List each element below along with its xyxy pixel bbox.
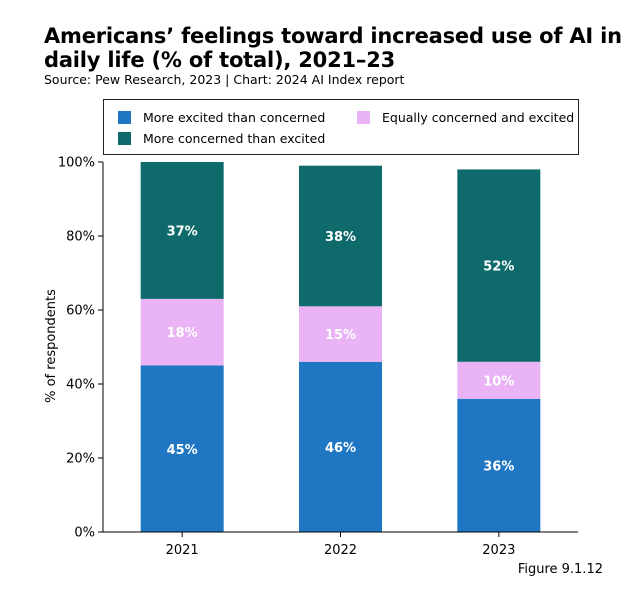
bar-segment-concerned-2022 bbox=[299, 165, 382, 307]
legend: More excited than concerned Equally conc… bbox=[103, 99, 579, 155]
legend-item-concerned: More concerned than excited bbox=[118, 131, 325, 146]
bar-segment-concerned-2021 bbox=[140, 162, 224, 299]
bar-segment-excited-2021 bbox=[140, 365, 224, 532]
legend-item-excited: More excited than concerned bbox=[118, 110, 325, 125]
data-label-equal-2023: 10% bbox=[483, 374, 514, 389]
chart-title: Americans’ feelings toward increased use… bbox=[44, 24, 622, 72]
bar-segment-concerned-2023 bbox=[457, 169, 541, 362]
bar-segment-excited-2022 bbox=[299, 361, 382, 532]
y-axis-label: % of respondents bbox=[44, 289, 59, 403]
bar-segment-equal-2023 bbox=[457, 361, 541, 399]
bars-group: 45% 18% 37% 46% 15% 38% 36% 10% 52% bbox=[140, 162, 541, 532]
legend-item-equal: Equally concerned and excited bbox=[357, 110, 574, 125]
data-label-concerned-2021: 37% bbox=[167, 224, 198, 239]
data-label-equal-2021: 18% bbox=[167, 326, 198, 341]
data-label-excited-2021: 45% bbox=[167, 443, 198, 458]
x-tick-label: 2022 bbox=[324, 543, 357, 558]
legend-swatch-excited bbox=[118, 111, 131, 124]
data-label-excited-2022: 46% bbox=[325, 441, 356, 456]
y-tick-label: 60% bbox=[66, 304, 95, 319]
data-label-equal-2022: 15% bbox=[325, 328, 356, 343]
legend-label-excited: More excited than concerned bbox=[143, 110, 326, 125]
y-tick-label: 100% bbox=[58, 156, 95, 171]
bar-segment-excited-2023 bbox=[457, 398, 541, 532]
legend-swatch-concerned bbox=[118, 132, 131, 145]
figure-label: Figure 9.1.12 bbox=[517, 562, 603, 577]
x-ticks: 2021 2022 2023 bbox=[166, 532, 515, 558]
y-tick-label: 20% bbox=[66, 452, 95, 467]
data-label-excited-2023: 36% bbox=[483, 459, 514, 474]
y-tick-label: 40% bbox=[66, 378, 95, 393]
chart-subtitle: Source: Pew Research, 2023 | Chart: 2024… bbox=[44, 72, 405, 87]
x-tick-label: 2023 bbox=[482, 543, 515, 558]
y-tick-label: 0% bbox=[74, 526, 95, 541]
x-tick-label: 2021 bbox=[166, 543, 199, 558]
bar-segment-equal-2022 bbox=[299, 306, 382, 362]
data-label-concerned-2023: 52% bbox=[483, 260, 514, 275]
legend-label-equal: Equally concerned and excited bbox=[382, 110, 575, 125]
legend-label-concerned: More concerned than excited bbox=[143, 131, 326, 146]
data-label-concerned-2022: 38% bbox=[325, 230, 356, 245]
legend-swatch-equal bbox=[357, 111, 370, 124]
y-ticks: 0% 20% 40% 60% 80% 100% bbox=[58, 156, 103, 541]
bar-segment-equal-2021 bbox=[140, 298, 224, 366]
y-tick-label: 80% bbox=[66, 230, 95, 245]
